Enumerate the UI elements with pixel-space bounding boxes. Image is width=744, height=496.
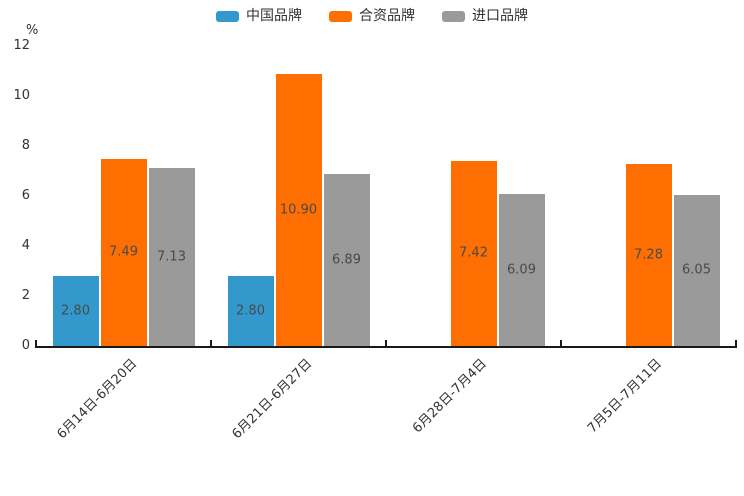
chart-legend: 中国品牌 合资品牌 进口品牌 <box>0 9 744 23</box>
bar-value-label: 6.05 <box>682 262 711 278</box>
bar-value-label: 7.42 <box>459 245 488 261</box>
bar: 7.42 <box>450 160 497 346</box>
legend-item: 合资品牌 <box>329 9 415 23</box>
y-axis-tick-label: 8 <box>21 138 30 153</box>
legend-swatch <box>329 10 352 22</box>
bar: 10.90 <box>275 73 322 346</box>
legend-swatch <box>442 10 465 22</box>
y-axis-tick-label: 12 <box>13 38 30 53</box>
bar: 6.09 <box>498 193 545 346</box>
y-axis-tick-label: 10 <box>13 88 30 103</box>
bar-value-label: 7.49 <box>109 244 138 260</box>
x-axis-tick <box>735 340 737 348</box>
bar: 2.80 <box>227 276 274 346</box>
bar-value-label: 2.80 <box>236 303 265 319</box>
bar: 7.13 <box>148 167 195 346</box>
bar: 6.05 <box>673 194 720 346</box>
y-axis-tick-label: 0 <box>21 338 30 353</box>
y-axis-unit-label: % <box>26 23 39 38</box>
bar-value-label: 10.90 <box>279 202 318 218</box>
x-axis-tick <box>210 340 212 348</box>
bar: 6.89 <box>323 173 370 346</box>
x-axis-category-label: 7月5日-7月11日 <box>585 356 666 437</box>
x-axis-tick <box>385 340 387 348</box>
bar-value-label: 7.13 <box>157 249 186 265</box>
bar-value-label: 7.28 <box>634 247 663 263</box>
bar-value-label: 6.09 <box>507 262 536 278</box>
legend-label: 合资品牌 <box>359 8 415 24</box>
bar: 7.28 <box>625 164 672 346</box>
legend-item: 进口品牌 <box>442 9 528 23</box>
x-axis-category-label: 6月28日-7月4日 <box>410 356 491 437</box>
x-axis-tick <box>35 340 37 348</box>
y-axis-tick-label: 4 <box>21 238 30 253</box>
y-axis-tick-label: 6 <box>21 188 30 203</box>
x-axis-category-label: 6月14日-6月20日 <box>54 356 141 443</box>
bar-value-label: 6.89 <box>332 252 361 268</box>
bar: 2.80 <box>52 276 99 346</box>
bar-value-label: 2.80 <box>61 303 90 319</box>
x-axis-category-label: 6月21日-6月27日 <box>229 356 316 443</box>
bar: 7.49 <box>100 158 147 346</box>
legend-label: 中国品牌 <box>246 8 302 24</box>
legend-swatch <box>216 10 239 22</box>
y-axis-tick-label: 2 <box>21 288 30 303</box>
legend-item: 中国品牌 <box>216 9 302 23</box>
x-axis-tick <box>560 340 562 348</box>
legend-label: 进口品牌 <box>472 8 528 24</box>
